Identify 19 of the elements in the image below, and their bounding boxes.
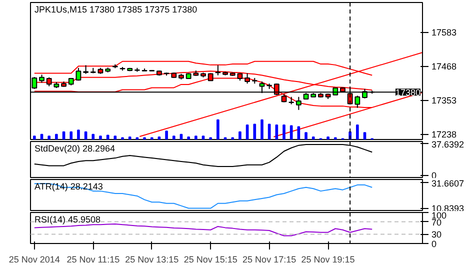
y-tick-label: 17238 [432,130,457,140]
chart-title: RSI(14) 45.9508 [34,214,101,224]
chart-title: StdDev(20) 28.2964 [34,144,116,154]
y-tick-label: 0 [432,239,437,249]
x-tick-label: 25 Nov 19:15 [301,254,355,264]
y-tick-label: 17468 [432,62,457,72]
y-tick-label: 37.6392 [432,140,464,150]
y-tick-label: 17353 [432,96,457,106]
x-tick-label: 25 Nov 15:15 [184,254,238,264]
x-tick-label: 25 Nov 11:15 [66,254,120,264]
y-tick-label: 17583 [432,28,457,38]
chart-title: ATR(14) 28.2143 [34,182,103,192]
x-tick-label: 25 Nov 13:15 [125,254,179,264]
chart-title: JPK1Us,M15 17380 17385 17375 17380 [34,4,198,14]
x-tick-label: 25 Nov 17:15 [242,254,296,264]
ref-line-label: 17380 [395,88,421,98]
y-tick-label: 30 [432,230,442,240]
y-tick-label: 31.6607 [432,178,464,188]
x-tick-label: 25 Nov 2014 [8,254,60,264]
